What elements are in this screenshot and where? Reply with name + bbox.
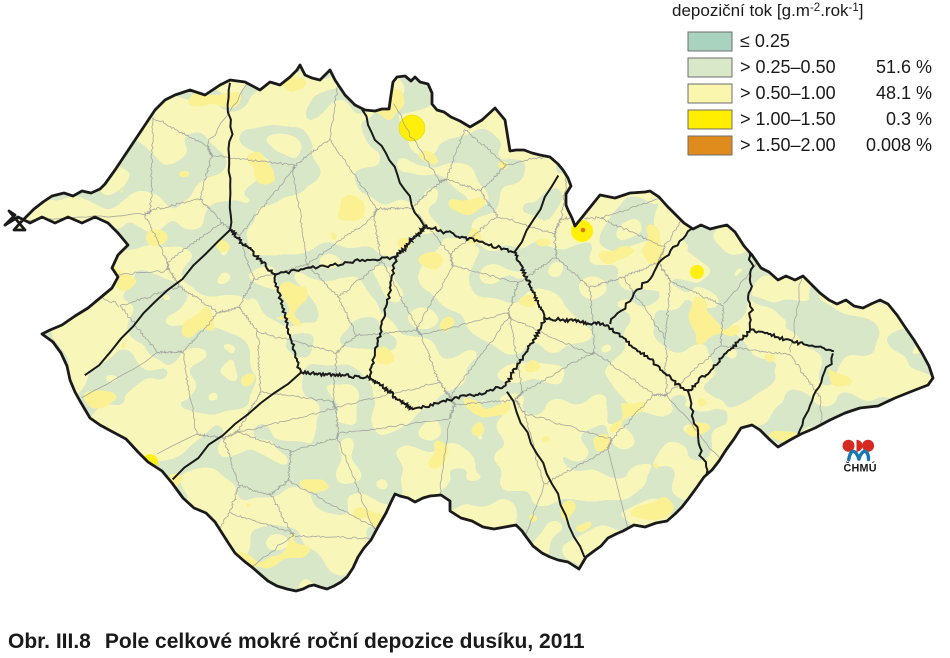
svg-text:> 1.50–2.00: > 1.50–2.00 xyxy=(740,135,836,155)
svg-text:ČHMÚ: ČHMÚ xyxy=(844,462,877,475)
svg-text:> 0.50–1.00: > 0.50–1.00 xyxy=(740,83,836,103)
svg-text:> 0.25–0.50: > 0.25–0.50 xyxy=(740,57,836,77)
svg-text:0.008 %: 0.008 % xyxy=(866,135,932,155)
svg-text:51.6 %: 51.6 % xyxy=(876,57,932,77)
svg-text:depoziční tok [g.m-2.rok-1]: depoziční tok [g.m-2.rok-1] xyxy=(672,1,864,20)
svg-text:> 1.00–1.50: > 1.00–1.50 xyxy=(740,109,836,129)
svg-text:≤ 0.25: ≤ 0.25 xyxy=(740,31,790,51)
svg-text:0.3 %: 0.3 % xyxy=(886,109,932,129)
svg-text:48.1 %: 48.1 % xyxy=(876,83,932,103)
